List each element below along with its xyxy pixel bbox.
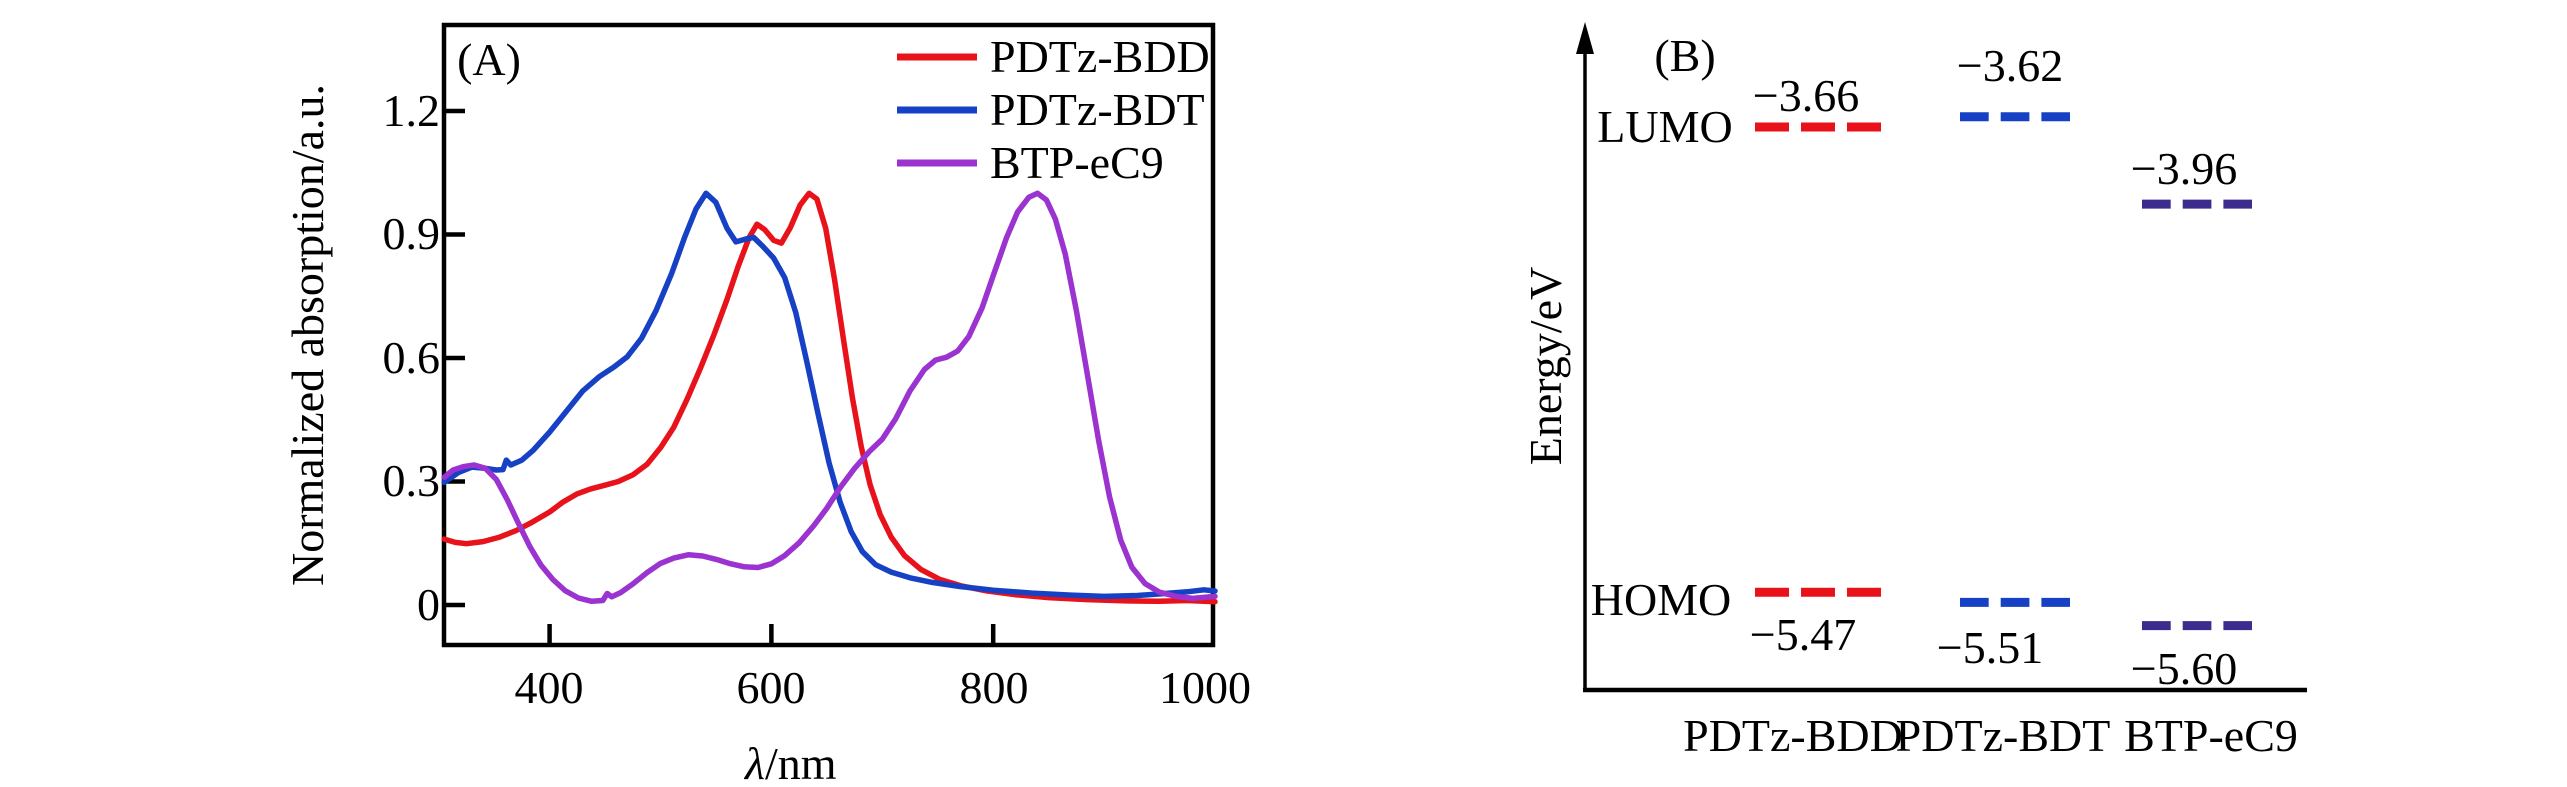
x-tick-label-1000: 1000 bbox=[1159, 662, 1251, 713]
homo-value-pdtz-bdt: −5.51 bbox=[1936, 622, 2044, 673]
legend-label-pdtz-bdd: PDTz-BDD bbox=[990, 31, 1210, 82]
legend-label-pdtz-bdt: PDTz-BDT bbox=[990, 84, 1205, 135]
material-label-pdtz-bdt: PDTz-BDT bbox=[1895, 710, 2111, 761]
x-tick-label-400: 400 bbox=[514, 662, 584, 713]
lumo-value-pdtz-bdt: −3.62 bbox=[1956, 40, 2064, 91]
y-tick-label-1.2: 1.2 bbox=[382, 85, 441, 136]
y-tick-label-0.6: 0.6 bbox=[382, 332, 441, 383]
x-axis-unit: /nm bbox=[764, 738, 837, 787]
lumo-value-btp-ec9: −3.96 bbox=[2130, 143, 2238, 194]
curve-pdtz-bdt bbox=[441, 190, 1218, 600]
x-tick-label-800: 800 bbox=[959, 662, 1029, 713]
panel-b-y-axis-title: Energy/eV bbox=[1520, 266, 1571, 466]
panel-a-x-axis-title: λ/nm bbox=[745, 740, 837, 787]
panel-a-y-axis-title: Normalized absorption/a.u. bbox=[282, 83, 333, 587]
material-label-pdtz-bdd: PDTz-BDD bbox=[1683, 710, 1903, 761]
panel-b-label: (B) bbox=[1654, 30, 1716, 81]
lumo-label: LUMO bbox=[1597, 101, 1733, 152]
x-tick-label-600: 600 bbox=[736, 662, 806, 713]
lambda-symbol: λ bbox=[745, 738, 765, 787]
homo-value-btp-ec9: −5.60 bbox=[2130, 643, 2238, 694]
panel-a-plot-frame bbox=[441, 22, 1216, 648]
y-tick-label-0.3: 0.3 bbox=[382, 455, 441, 506]
legend-label-btp-ec9: BTP-eC9 bbox=[990, 137, 1164, 188]
lumo-value-pdtz-bdd: −3.66 bbox=[1752, 70, 1860, 121]
y-tick-label-0: 0 bbox=[417, 579, 440, 630]
curve-btp-ec9 bbox=[441, 190, 1218, 605]
y-tick-label-0.9: 0.9 bbox=[382, 208, 441, 259]
homo-label: HOMO bbox=[1590, 574, 1732, 625]
curve-pdtz-bdd bbox=[441, 190, 1218, 605]
panel-a-label: (A) bbox=[457, 34, 521, 85]
panel-b-y-axis-arrowhead bbox=[1576, 22, 1594, 54]
homo-value-pdtz-bdd: −5.47 bbox=[1749, 609, 1857, 660]
material-label-btp-ec9: BTP-eC9 bbox=[2124, 710, 2298, 761]
